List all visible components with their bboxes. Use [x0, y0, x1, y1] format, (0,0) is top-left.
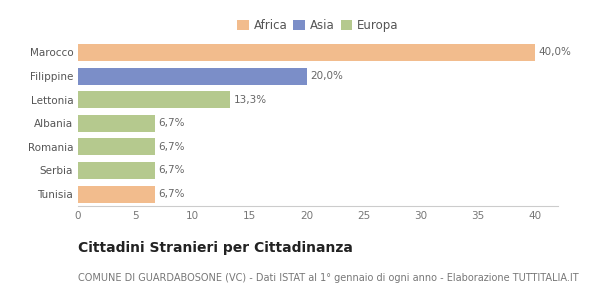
- Bar: [78, 44, 535, 61]
- Bar: [78, 138, 155, 155]
- Text: COMUNE DI GUARDABOSONE (VC) - Dati ISTAT al 1° gennaio di ogni anno - Elaborazio: COMUNE DI GUARDABOSONE (VC) - Dati ISTAT…: [78, 273, 578, 282]
- Bar: [78, 68, 307, 84]
- Text: 6,7%: 6,7%: [158, 166, 185, 175]
- Bar: [78, 162, 155, 179]
- Text: 13,3%: 13,3%: [233, 95, 266, 105]
- Text: 20,0%: 20,0%: [310, 71, 343, 81]
- Text: 40,0%: 40,0%: [539, 47, 571, 57]
- Bar: [78, 91, 230, 108]
- Text: 6,7%: 6,7%: [158, 118, 185, 128]
- Bar: [78, 115, 155, 132]
- Legend: Africa, Asia, Europa: Africa, Asia, Europa: [235, 17, 401, 35]
- Bar: [78, 186, 155, 203]
- Text: 6,7%: 6,7%: [158, 142, 185, 152]
- Text: 6,7%: 6,7%: [158, 189, 185, 199]
- Text: Cittadini Stranieri per Cittadinanza: Cittadini Stranieri per Cittadinanza: [78, 241, 353, 255]
